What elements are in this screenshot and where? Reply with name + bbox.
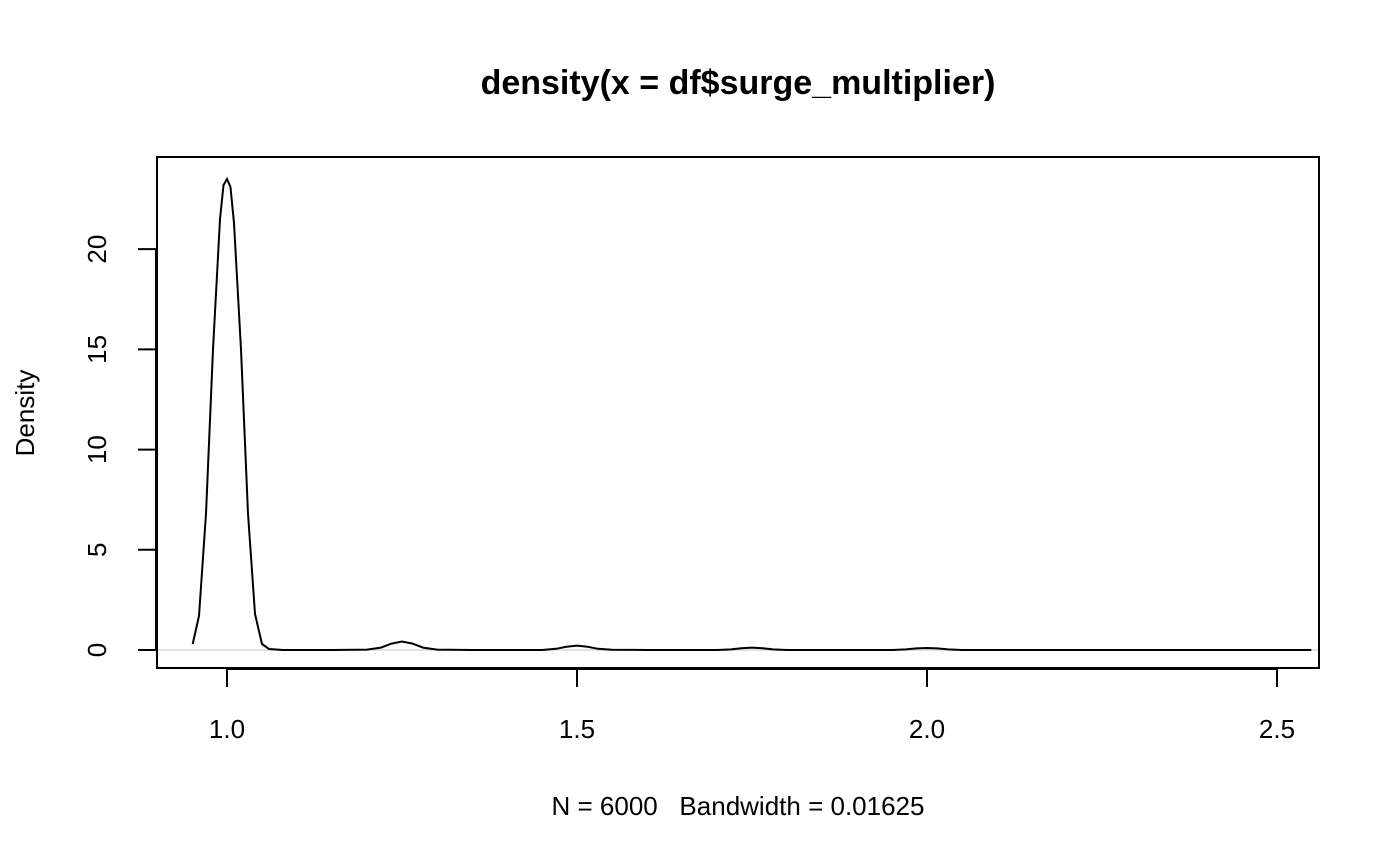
y-tick-label: 20 xyxy=(82,235,112,264)
y-axis-label: Density xyxy=(10,370,40,457)
y-tick-label: 5 xyxy=(82,543,112,557)
density-curve xyxy=(191,176,1312,651)
y-axis: 0 5 10 15 20 xyxy=(82,235,157,657)
x-tick-label: 1.0 xyxy=(209,714,245,744)
x-axis: 1.0 1.5 2.0 2.5 xyxy=(209,668,1295,744)
y-tick-label: 0 xyxy=(82,643,112,657)
plot-frame xyxy=(156,156,1320,669)
y-tick-label: 15 xyxy=(82,335,112,364)
chart-title: density(x = df$surge_multiplier) xyxy=(481,64,996,102)
x-tick-label: 1.5 xyxy=(559,714,595,744)
x-axis-label: N = 6000 Bandwidth = 0.01625 xyxy=(552,791,925,821)
y-tick-label: 10 xyxy=(82,435,112,464)
x-tick-label: 2.0 xyxy=(909,714,945,744)
x-tick-label: 2.5 xyxy=(1259,714,1295,744)
